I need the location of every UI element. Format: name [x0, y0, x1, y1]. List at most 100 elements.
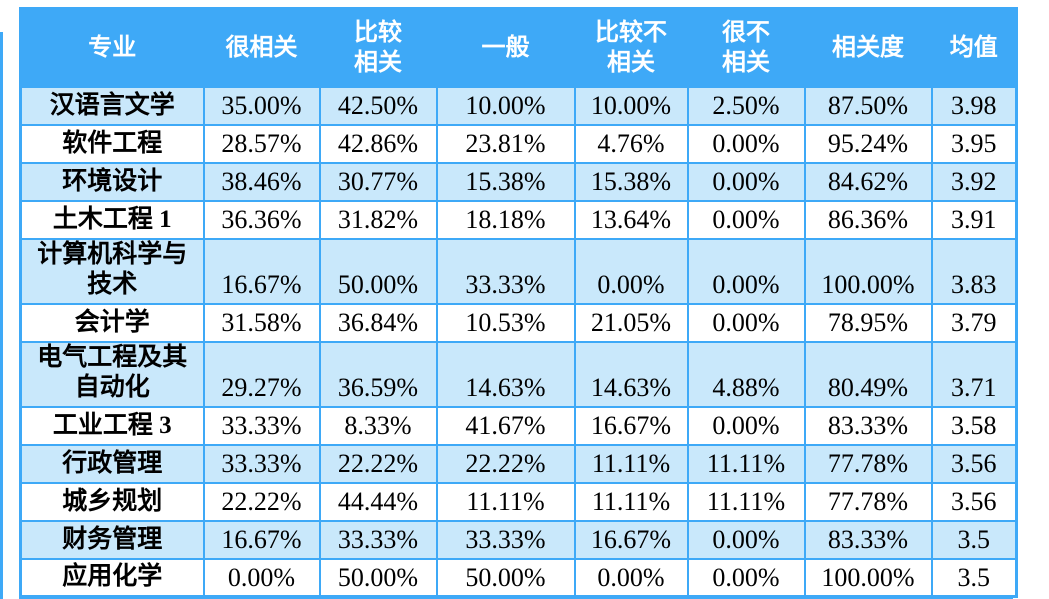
major-name-cell: 计算机科学与 技术 [19, 237, 205, 305]
value-cell: 2.50% [686, 85, 806, 126]
value-cell: 33.33% [202, 405, 321, 446]
table-row: 行政管理 33.33% 22.22% 22.22% 11.11% 11.11% … [19, 443, 1018, 484]
value-cell: 11.11% [573, 443, 689, 484]
header-row: 专业 很相关 比较 相关 一般 比较不 相关 很不 相关 相关度 均值 [19, 7, 1018, 88]
value-cell: 16.67% [202, 519, 321, 560]
table-row: 财务管理 16.67% 33.33% 33.33% 16.67% 0.00% 8… [19, 519, 1018, 560]
major-name-cell: 财务管理 [19, 519, 205, 560]
major-name-cell: 电气工程及其 自动化 [19, 340, 205, 408]
col-header-fairly-relevant: 比较 相关 [318, 7, 438, 88]
value-cell: 3.5 [930, 519, 1018, 560]
value-cell: 44.44% [318, 481, 438, 522]
major-name-cell: 汉语言文学 [19, 85, 205, 126]
major-name-cell: 工业工程 3 [19, 405, 205, 446]
value-cell: 0.00% [573, 557, 689, 598]
cutoff-next-row-top-border [19, 596, 1013, 599]
major-name-cell: 土木工程 1 [19, 199, 205, 240]
value-cell: 33.33% [202, 443, 321, 484]
value-cell: 0.00% [686, 199, 806, 240]
value-cell: 83.33% [803, 405, 933, 446]
table-row: 软件工程 28.57% 42.86% 23.81% 4.76% 0.00% 95… [19, 123, 1018, 164]
value-cell: 38.46% [202, 161, 321, 202]
value-cell: 22.22% [318, 443, 438, 484]
table-row: 电气工程及其 自动化 29.27% 36.59% 14.63% 14.63% 4… [19, 340, 1018, 408]
value-cell: 50.00% [318, 237, 438, 305]
table-header: 专业 很相关 比较 相关 一般 比较不 相关 很不 相关 相关度 均值 [19, 7, 1018, 88]
col-header-very-irrelevant: 很不 相关 [686, 7, 806, 88]
value-cell: 0.00% [686, 123, 806, 164]
value-cell: 3.56 [930, 443, 1018, 484]
value-cell: 36.84% [318, 302, 438, 343]
table-row: 计算机科学与 技术 16.67% 50.00% 33.33% 0.00% 0.0… [19, 237, 1018, 305]
value-cell: 41.67% [435, 405, 576, 446]
value-cell: 33.33% [318, 519, 438, 560]
value-cell: 3.98 [930, 85, 1018, 126]
value-cell: 0.00% [686, 161, 806, 202]
value-cell: 11.11% [435, 481, 576, 522]
table-row: 城乡规划 22.22% 44.44% 11.11% 11.11% 11.11% … [19, 481, 1018, 522]
col-header-major: 专业 [19, 7, 205, 88]
value-cell: 0.00% [573, 237, 689, 305]
value-cell: 31.82% [318, 199, 438, 240]
value-cell: 3.71 [930, 340, 1018, 408]
value-cell: 3.5 [930, 557, 1018, 598]
value-cell: 23.81% [435, 123, 576, 164]
value-cell: 84.62% [803, 161, 933, 202]
value-cell: 80.49% [803, 340, 933, 408]
left-cutoff-table-edge-line [0, 32, 3, 599]
major-name-cell: 城乡规划 [19, 481, 205, 522]
value-cell: 87.50% [803, 85, 933, 126]
table-row: 会计学 31.58% 36.84% 10.53% 21.05% 0.00% 78… [19, 302, 1018, 343]
value-cell: 83.33% [803, 519, 933, 560]
value-cell: 0.00% [686, 302, 806, 343]
value-cell: 42.50% [318, 85, 438, 126]
value-cell: 3.95 [930, 123, 1018, 164]
major-name-cell: 行政管理 [19, 443, 205, 484]
value-cell: 22.22% [435, 443, 576, 484]
col-header-neutral: 一般 [435, 7, 576, 88]
value-cell: 77.78% [803, 443, 933, 484]
value-cell: 0.00% [686, 405, 806, 446]
table-row: 汉语言文学 35.00% 42.50% 10.00% 10.00% 2.50% … [19, 85, 1018, 126]
value-cell: 3.92 [930, 161, 1018, 202]
value-cell: 33.33% [435, 519, 576, 560]
table-row: 土木工程 1 36.36% 31.82% 18.18% 13.64% 0.00%… [19, 199, 1018, 240]
value-cell: 95.24% [803, 123, 933, 164]
col-header-relevance: 相关度 [803, 7, 933, 88]
value-cell: 16.67% [573, 405, 689, 446]
value-cell: 36.36% [202, 199, 321, 240]
value-cell: 28.57% [202, 123, 321, 164]
value-cell: 15.38% [573, 161, 689, 202]
major-name-cell: 应用化学 [19, 557, 205, 598]
value-cell: 100.00% [803, 237, 933, 305]
value-cell: 29.27% [202, 340, 321, 408]
value-cell: 100.00% [803, 557, 933, 598]
value-cell: 0.00% [202, 557, 321, 598]
value-cell: 3.91 [930, 199, 1018, 240]
value-cell: 77.78% [803, 481, 933, 522]
table-row: 应用化学 0.00% 50.00% 50.00% 0.00% 0.00% 100… [19, 557, 1018, 598]
value-cell: 3.58 [930, 405, 1018, 446]
value-cell: 18.18% [435, 199, 576, 240]
value-cell: 14.63% [573, 340, 689, 408]
value-cell: 10.00% [435, 85, 576, 126]
value-cell: 3.56 [930, 481, 1018, 522]
value-cell: 33.33% [435, 237, 576, 305]
col-header-fairly-irrelevant: 比较不 相关 [573, 7, 689, 88]
major-name-cell: 软件工程 [19, 123, 205, 164]
value-cell: 11.11% [686, 481, 806, 522]
value-cell: 31.58% [202, 302, 321, 343]
value-cell: 86.36% [803, 199, 933, 240]
value-cell: 0.00% [686, 557, 806, 598]
value-cell: 16.67% [202, 237, 321, 305]
major-name-cell: 会计学 [19, 302, 205, 343]
table-row: 环境设计 38.46% 30.77% 15.38% 15.38% 0.00% 8… [19, 161, 1018, 202]
value-cell: 13.64% [573, 199, 689, 240]
major-relevance-table: 专业 很相关 比较 相关 一般 比较不 相关 很不 相关 相关度 均值 汉语言文… [19, 7, 1018, 598]
col-header-mean: 均值 [930, 7, 1018, 88]
value-cell: 11.11% [686, 443, 806, 484]
value-cell: 50.00% [318, 557, 438, 598]
value-cell: 50.00% [435, 557, 576, 598]
value-cell: 4.88% [686, 340, 806, 408]
value-cell: 21.05% [573, 302, 689, 343]
